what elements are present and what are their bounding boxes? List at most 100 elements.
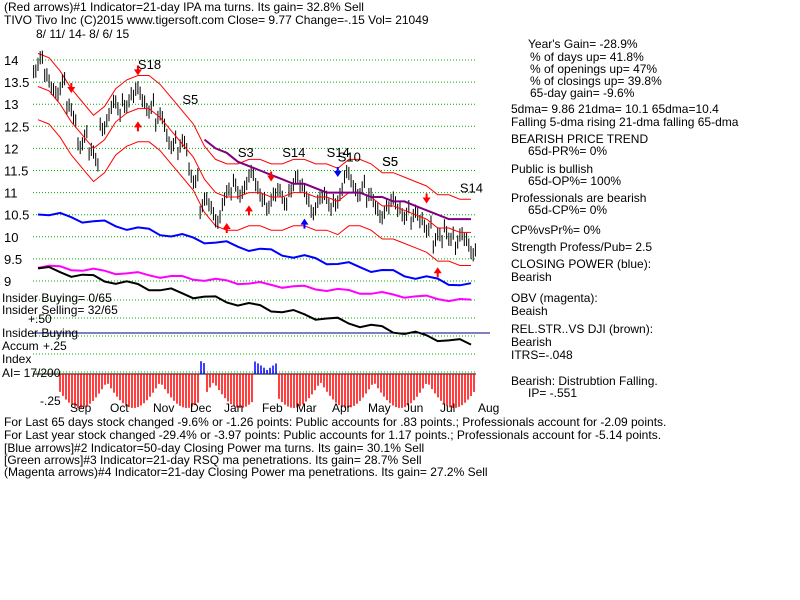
y-tick-label: 11: [4, 186, 18, 201]
insider-buying-2-label: Insider Buying: [2, 326, 79, 340]
price-bars: [33, 50, 476, 262]
signal-marker: S18: [138, 57, 161, 72]
date-range: 8/ 11/ 14- 8/ 6/ 15: [36, 27, 130, 41]
y-tick-label: 11.5: [4, 164, 28, 179]
price-bands: [37, 52, 471, 266]
stat-openings-up: % of openings up= 47%: [530, 62, 658, 76]
x-tick-label: Apr: [332, 401, 351, 415]
stat-rel-str: REL.STR..VS DJI (brown):: [511, 322, 654, 336]
stat-price-trend: BEARISH PRICE TREND: [511, 132, 649, 146]
stat-closing-power-value: Bearish: [511, 270, 552, 284]
insider-buying-label: Insider Buying= 0/65: [2, 291, 112, 305]
signal-arrow: [422, 193, 431, 204]
ma21-line: [37, 86, 471, 233]
signal-arrow: [333, 167, 342, 178]
signal-marker: S5: [382, 154, 398, 169]
x-tick-label: Jun: [404, 401, 423, 415]
x-tick-label: May: [368, 401, 391, 415]
y-tick-label: 13.5: [4, 75, 29, 90]
stat-closing-power: CLOSING POWER (blue):: [511, 257, 652, 271]
signal-arrow: [244, 205, 253, 216]
y-tick-label: 14: [4, 53, 18, 68]
ma65-line: [203, 138, 471, 221]
x-tick-label: Jan: [224, 401, 243, 415]
stat-days-up: % of days up= 41.8%: [530, 50, 644, 64]
y-tick-label: 9: [4, 274, 11, 289]
insider-selling-label: Insider Selling= 32/65: [2, 303, 118, 317]
signal-arrow: [133, 65, 142, 76]
x-tick-label: Sep: [70, 401, 92, 415]
footer-65day: For Last 65 days stock changed -9.6% or …: [4, 415, 667, 429]
footer-magenta-arrows: (Magenta arrows)#4 Indicator=21-day Clos…: [4, 465, 488, 479]
x-tick-label: Feb: [262, 401, 283, 415]
header-indicator-1: (Red arrows)#1 Indicator=21-day IPA ma t…: [4, 0, 364, 14]
signal-arrow: [267, 171, 276, 182]
stat-cp: 65d-CP%= 0%: [528, 203, 608, 217]
x-tick-label: Dec: [190, 401, 211, 415]
stat-dma: 5dma= 9.86 21dma= 10.1 65dma=10.4: [511, 102, 719, 116]
price-lines: [37, 86, 471, 233]
y-tick-label: 9.5: [4, 252, 22, 267]
y-tick-label: 10.5: [4, 208, 29, 223]
signal-arrow: [300, 218, 309, 229]
stat-professionals: Professionals are bearish: [511, 191, 647, 205]
stat-ip: IP= -.551: [528, 386, 578, 400]
x-tick-label: Nov: [153, 401, 174, 415]
stat-years-gain: Year's Gain= -28.9%: [528, 37, 638, 51]
ai-label: AI= 17/200: [2, 366, 61, 380]
x-tick-label: Jul: [440, 401, 455, 415]
x-tick-label: Mar: [296, 401, 317, 415]
footer-year: For Last year stock changed -29.4% or -3…: [4, 428, 662, 442]
rel-str-line: [37, 265, 472, 346]
stat-dma-trend: Falling 5-dma rising 21-dma falling 65-d…: [511, 115, 739, 129]
signal-marker: S14: [327, 145, 350, 160]
stat-closings-up: % of closings up= 39.8%: [530, 74, 662, 88]
header-title: TIVO Tivo Inc (C)2015 www.tigersoft.com …: [4, 13, 429, 27]
signal-marker: S5: [182, 92, 198, 107]
stat-strength: Strength Profess/Pub= 2.5: [511, 240, 653, 254]
stat-distribution: Bearish: Distrubtion Falling.: [511, 374, 658, 388]
footer-green-arrows: [Green arrows]#3 Indicator=21-day RSQ ma…: [4, 453, 422, 467]
signal-arrow: [133, 121, 142, 132]
footer-blue-arrows: [Blue arrows]#2 Indicator=50-day Closing…: [4, 441, 425, 455]
signal-arrow: [67, 83, 76, 94]
x-tick-labels: Sep Oct Nov Dec Jan Feb Mar Apr May Jun Jul Aug: [70, 401, 499, 415]
obv-line: [37, 264, 472, 303]
signal-marker: S14: [282, 145, 305, 160]
signal-arrow: [433, 267, 442, 278]
indicator-lines: [37, 211, 472, 346]
stat-op: 65d-OP%= 100%: [528, 174, 622, 188]
stat-public: Public is bullish: [511, 162, 594, 176]
accumulation-index: [59, 361, 475, 408]
stat-pr: 65d-PR%= 0%: [528, 144, 608, 158]
y-tick-label: 12.5: [4, 119, 29, 134]
signal-marker: S3: [238, 145, 254, 160]
stat-obv: OBV (magenta):: [511, 291, 598, 305]
signal-arrow: [222, 223, 231, 234]
plus50-label: +.50: [28, 312, 52, 326]
stat-cpvspr: CP%vsPr%= 0%: [511, 223, 601, 237]
closing-power-line: [37, 211, 472, 287]
accum-label: Accum: [2, 339, 39, 353]
signal-marker: S14: [460, 181, 483, 196]
upper-band: [37, 52, 471, 200]
stat-obv-value: Beaish: [511, 304, 548, 318]
x-tick-label: Aug: [478, 401, 499, 415]
y-tick-label: 12: [4, 141, 18, 156]
stat-rel-str-value: Bearish: [511, 335, 552, 349]
y-tick-label: 10: [4, 230, 18, 245]
index-label: Index: [2, 352, 32, 366]
plus25-label: +.25: [43, 339, 67, 353]
y-tick-labels: 14 13.5 13 12.5 12 11.5 11 10.5 10 9.5 9: [4, 53, 29, 289]
stat-65day-gain: 65-day gain= -9.6%: [530, 86, 635, 100]
stat-itrs: ITRS=-.048: [511, 348, 573, 362]
signal-marker: S5: [382, 154, 398, 169]
y-tick-label: 13: [4, 97, 18, 112]
lower-band: [37, 119, 471, 266]
minus25-label: -.25: [40, 394, 61, 408]
signal-arrows: [67, 65, 442, 278]
x-tick-label: Oct: [110, 401, 129, 415]
signal-marker: S10: [338, 150, 361, 165]
